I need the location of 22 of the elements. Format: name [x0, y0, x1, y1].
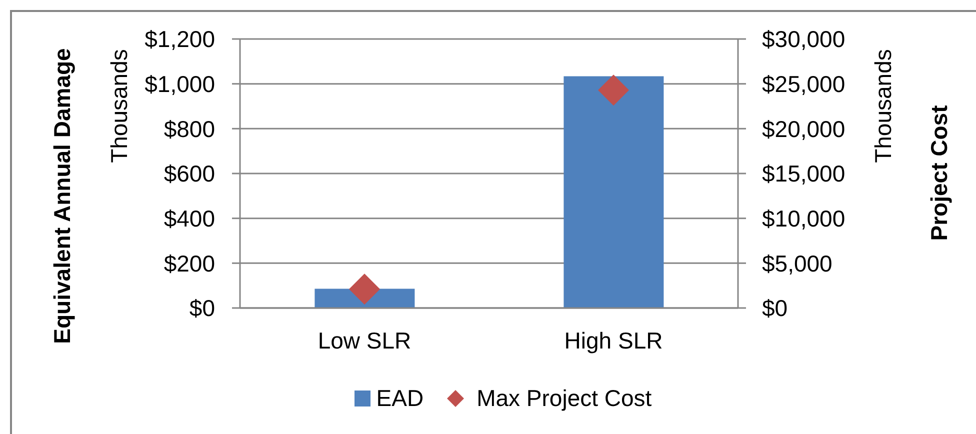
- text: Thousands: [870, 49, 896, 163]
- y-tick-label: $1,200: [144, 26, 215, 52]
- x-tick-label: High SLR: [564, 327, 663, 354]
- x-tick-label: Low SLR: [318, 327, 412, 354]
- y-tick-label: $600: [164, 160, 215, 187]
- y-tick-label: $1,000: [144, 71, 215, 97]
- y2-tick-label: $25,000: [762, 71, 846, 97]
- y2-tick-label: $5,000: [762, 250, 832, 276]
- text: Thousands: [106, 49, 132, 163]
- y-tick-label: $800: [164, 116, 215, 142]
- y-axis-title: Equivalent Annual Damage: [49, 48, 75, 344]
- legend-label: EAD: [376, 384, 424, 412]
- y2-tick-label: $0: [762, 295, 788, 322]
- y-tick-label: $200: [164, 250, 215, 276]
- y2-tick-label: $20,000: [762, 116, 846, 142]
- y-tick-label: $400: [164, 206, 215, 232]
- y2-tick-label: $15,000: [762, 160, 846, 187]
- legend-label: Max Project Cost: [476, 384, 652, 412]
- y2-tick-label: $10,000: [762, 206, 846, 232]
- y-tick-label: $0: [189, 295, 215, 322]
- y2-axis-title: Project Cost: [926, 104, 952, 241]
- y2-tick-label: $30,000: [762, 26, 846, 52]
